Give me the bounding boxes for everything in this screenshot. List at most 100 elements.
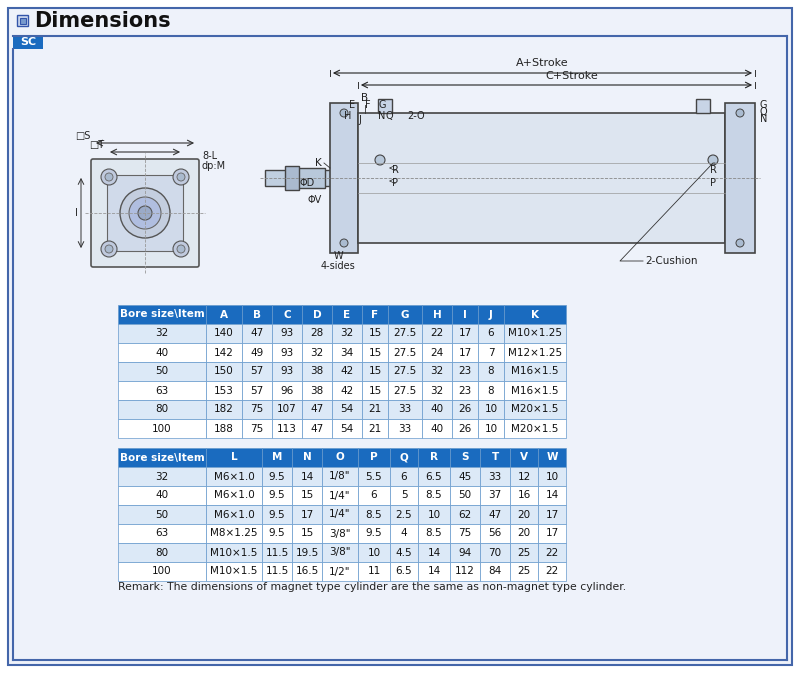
FancyBboxPatch shape <box>450 524 480 543</box>
Text: K: K <box>531 310 539 320</box>
FancyBboxPatch shape <box>358 543 390 562</box>
FancyBboxPatch shape <box>272 305 302 324</box>
Text: 26: 26 <box>458 423 472 433</box>
Text: A: A <box>220 310 228 320</box>
FancyBboxPatch shape <box>322 448 358 467</box>
FancyBboxPatch shape <box>242 343 272 362</box>
Text: 2-Cushion: 2-Cushion <box>645 256 698 266</box>
Text: 15: 15 <box>300 491 314 501</box>
FancyBboxPatch shape <box>422 419 452 438</box>
FancyBboxPatch shape <box>388 343 422 362</box>
Text: 6: 6 <box>370 491 378 501</box>
FancyBboxPatch shape <box>480 467 510 486</box>
Text: 15: 15 <box>300 528 314 538</box>
FancyBboxPatch shape <box>510 467 538 486</box>
FancyBboxPatch shape <box>292 448 322 467</box>
Text: 3/8": 3/8" <box>330 548 350 557</box>
FancyBboxPatch shape <box>418 448 450 467</box>
Text: 40: 40 <box>430 404 443 415</box>
Text: M10×1.25: M10×1.25 <box>508 328 562 339</box>
FancyBboxPatch shape <box>206 486 262 505</box>
Text: 113: 113 <box>277 423 297 433</box>
FancyBboxPatch shape <box>242 324 272 343</box>
Text: 1/2": 1/2" <box>330 567 350 577</box>
FancyBboxPatch shape <box>262 543 292 562</box>
FancyBboxPatch shape <box>242 419 272 438</box>
Text: 80: 80 <box>155 404 169 415</box>
FancyBboxPatch shape <box>330 103 358 253</box>
Text: G: G <box>401 310 410 320</box>
Text: S: S <box>462 452 469 462</box>
FancyBboxPatch shape <box>206 419 242 438</box>
Text: 57: 57 <box>250 367 264 376</box>
FancyBboxPatch shape <box>292 505 322 524</box>
FancyBboxPatch shape <box>450 467 480 486</box>
Text: 17: 17 <box>458 328 472 339</box>
FancyBboxPatch shape <box>362 343 388 362</box>
Text: 63: 63 <box>155 528 169 538</box>
Text: Q: Q <box>400 452 408 462</box>
Text: 17: 17 <box>546 528 558 538</box>
FancyBboxPatch shape <box>322 562 358 581</box>
Text: 153: 153 <box>214 386 234 396</box>
Text: 47: 47 <box>310 423 324 433</box>
Text: 12: 12 <box>518 472 530 481</box>
Text: W: W <box>546 452 558 462</box>
FancyBboxPatch shape <box>322 486 358 505</box>
Text: 63: 63 <box>155 386 169 396</box>
FancyBboxPatch shape <box>206 562 262 581</box>
Text: M20×1.5: M20×1.5 <box>511 423 558 433</box>
Text: O: O <box>336 452 344 462</box>
FancyBboxPatch shape <box>332 381 362 400</box>
Text: 33: 33 <box>488 472 502 481</box>
FancyBboxPatch shape <box>302 343 332 362</box>
FancyBboxPatch shape <box>358 113 725 243</box>
FancyBboxPatch shape <box>358 486 390 505</box>
FancyBboxPatch shape <box>206 524 262 543</box>
Circle shape <box>708 155 718 165</box>
FancyBboxPatch shape <box>362 381 388 400</box>
Text: 54: 54 <box>340 404 354 415</box>
Text: 23: 23 <box>458 367 472 376</box>
Text: 142: 142 <box>214 347 234 357</box>
FancyBboxPatch shape <box>332 400 362 419</box>
FancyBboxPatch shape <box>118 400 206 419</box>
FancyBboxPatch shape <box>91 159 199 267</box>
FancyBboxPatch shape <box>696 99 710 113</box>
FancyBboxPatch shape <box>504 362 566 381</box>
FancyBboxPatch shape <box>388 324 422 343</box>
Text: 14: 14 <box>427 548 441 557</box>
Text: 10: 10 <box>427 509 441 520</box>
FancyBboxPatch shape <box>302 381 332 400</box>
Text: 1/4": 1/4" <box>330 491 350 501</box>
Text: E: E <box>349 100 355 110</box>
FancyBboxPatch shape <box>390 448 418 467</box>
FancyBboxPatch shape <box>418 467 450 486</box>
Circle shape <box>736 239 744 247</box>
Text: 22: 22 <box>546 548 558 557</box>
Text: R: R <box>391 165 398 175</box>
Text: M10×1.5: M10×1.5 <box>210 548 258 557</box>
FancyBboxPatch shape <box>478 324 504 343</box>
Text: N: N <box>302 452 311 462</box>
FancyBboxPatch shape <box>265 170 352 186</box>
Text: 100: 100 <box>152 423 172 433</box>
Text: 14: 14 <box>300 472 314 481</box>
Text: R: R <box>430 452 438 462</box>
FancyBboxPatch shape <box>206 343 242 362</box>
Text: M6×1.0: M6×1.0 <box>214 472 254 481</box>
Text: 75: 75 <box>250 404 264 415</box>
FancyBboxPatch shape <box>422 324 452 343</box>
Text: 27.5: 27.5 <box>394 328 417 339</box>
FancyBboxPatch shape <box>272 324 302 343</box>
Text: 17: 17 <box>458 347 472 357</box>
FancyBboxPatch shape <box>332 362 362 381</box>
Text: P: P <box>392 178 398 188</box>
FancyBboxPatch shape <box>422 400 452 419</box>
Text: SC: SC <box>20 37 36 47</box>
Text: 16: 16 <box>518 491 530 501</box>
FancyBboxPatch shape <box>358 505 390 524</box>
Text: 27.5: 27.5 <box>394 347 417 357</box>
Text: 8: 8 <box>488 367 494 376</box>
FancyBboxPatch shape <box>418 562 450 581</box>
